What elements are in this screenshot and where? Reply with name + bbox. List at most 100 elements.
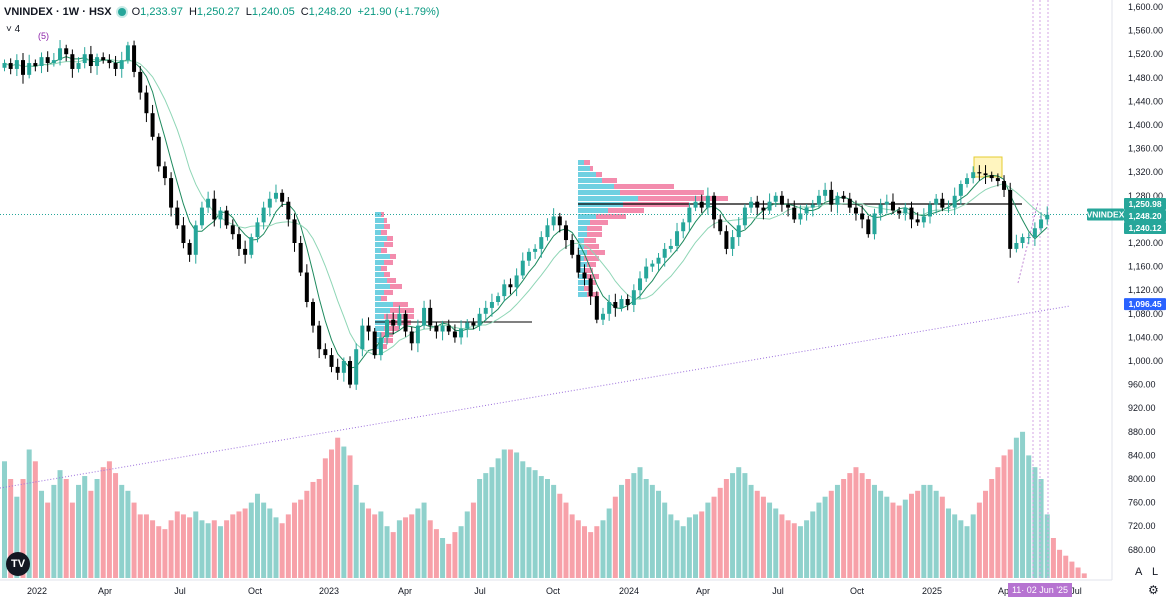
candle-body	[508, 284, 513, 288]
volume-bar	[1050, 538, 1056, 578]
candle-body	[946, 207, 951, 209]
volume-bar	[656, 490, 662, 578]
volume-bar	[563, 502, 569, 578]
volume-bar	[180, 514, 186, 578]
volume-bar	[723, 479, 729, 578]
volume-profile-bar	[638, 196, 728, 201]
auto-scale-button[interactable]: A	[1135, 566, 1143, 578]
volume-bar	[544, 479, 550, 578]
candle-body	[619, 299, 624, 308]
candle-body	[675, 231, 680, 246]
candles	[2, 40, 1050, 390]
volume-bar	[366, 508, 372, 578]
volume-profile-bar	[381, 344, 387, 349]
x-tick-label: Apr	[696, 586, 710, 596]
volume-bar	[489, 467, 495, 578]
volume-bar	[822, 496, 828, 578]
volume-profile-bar	[375, 284, 390, 289]
volume-bar	[594, 526, 600, 578]
candle-body	[594, 296, 599, 320]
candle-body	[644, 266, 649, 279]
candle-body	[372, 331, 377, 356]
candle-body	[705, 195, 710, 208]
indicator-collapse-button[interactable]: ˅ 4	[6, 24, 21, 35]
tradingview-logo-icon[interactable]: TV	[6, 552, 30, 576]
price-label-text: 1,240.12	[1128, 223, 1161, 233]
candle-body	[810, 204, 815, 208]
candle-body	[989, 175, 994, 179]
volume-bar	[224, 520, 230, 578]
candle-body	[773, 195, 778, 202]
price-label-text: 1,096.45	[1128, 299, 1161, 309]
volume-bar	[217, 526, 223, 578]
candle-body	[496, 296, 501, 302]
volume-bar	[329, 449, 335, 578]
volume-bar	[915, 490, 921, 578]
candle-body	[650, 263, 655, 267]
y-tick-label: 1,160.00	[1128, 262, 1163, 272]
volume-bar	[514, 452, 520, 578]
price-label-box	[1124, 222, 1166, 234]
volume-profile-bar	[375, 242, 384, 247]
candle-body	[563, 225, 568, 241]
volume-bar	[810, 511, 816, 578]
volume-profile-bar	[375, 266, 381, 271]
volume-bar	[532, 470, 538, 578]
candle-body	[853, 207, 858, 214]
volume-bar	[477, 479, 483, 578]
settings-gear-icon[interactable]: ⚙	[1148, 583, 1159, 597]
volume-bar	[119, 484, 125, 578]
candle-body	[613, 302, 618, 308]
volume-profile-bar	[384, 218, 387, 223]
candle-body	[866, 219, 871, 235]
volume-profile-bar	[578, 292, 587, 297]
volume-bar	[674, 520, 680, 578]
price-label-box	[1087, 208, 1124, 221]
volume-bar	[847, 473, 853, 578]
volume-bar	[39, 490, 45, 578]
candle-body	[742, 207, 747, 226]
volume-profile-bar	[375, 326, 384, 331]
candle-body	[526, 251, 531, 261]
volume-bar	[291, 502, 297, 578]
volume-profile-bar	[587, 262, 596, 267]
x-tick-label: 2024	[619, 586, 639, 596]
volume-profile-bar	[602, 178, 617, 183]
volume-bar	[1001, 455, 1007, 578]
candle-body	[286, 201, 291, 220]
volume-profile-bar	[584, 238, 596, 243]
candle-body	[576, 254, 581, 273]
volume-profile-bar	[587, 274, 599, 279]
candle-body	[890, 201, 895, 211]
low-value: 1,240.05	[251, 6, 295, 18]
candle-body	[545, 225, 550, 238]
price-label-box	[1124, 198, 1166, 210]
y-tick-label: 1,520.00	[1128, 49, 1163, 59]
candle-body	[409, 331, 414, 344]
candle-body	[514, 275, 519, 288]
high-value: 1,250.27	[196, 6, 240, 18]
symbol-title[interactable]: VNINDEX · 1W · HSX	[4, 6, 112, 18]
x-tick-label: Apr	[398, 586, 412, 596]
moving-average-line	[4, 58, 1048, 356]
volume-profile-bar	[584, 244, 599, 249]
candle-body	[533, 248, 538, 252]
volume-bar	[865, 479, 871, 578]
volume-profile-bar	[578, 256, 584, 261]
candle-body	[113, 63, 118, 69]
volume-bar	[631, 473, 637, 578]
volume-bar	[668, 514, 674, 578]
log-scale-button[interactable]: L	[1152, 566, 1159, 578]
y-tick-label: 1,440.00	[1128, 96, 1163, 106]
volume-bar	[878, 490, 884, 578]
volume-profile-bar	[375, 260, 384, 265]
volume-bar	[557, 493, 563, 578]
volume-profile-bar	[578, 238, 584, 243]
volume-profile-bar	[375, 272, 384, 277]
volume-bar	[335, 437, 341, 578]
volume-profile-bar	[578, 190, 620, 195]
volume-bar	[298, 499, 304, 578]
candle-body	[921, 216, 926, 223]
volume-bar	[797, 526, 803, 578]
